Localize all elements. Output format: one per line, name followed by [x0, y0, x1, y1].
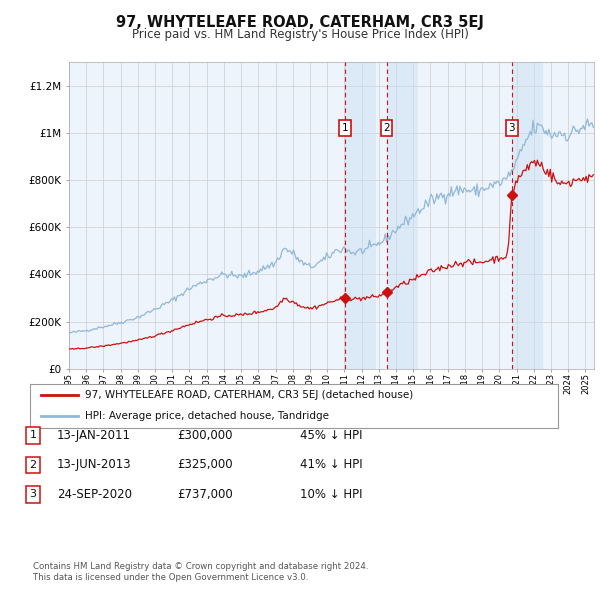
Text: £325,000: £325,000 [177, 458, 233, 471]
Text: 97, WHYTELEAFE ROAD, CATERHAM, CR3 5EJ (detached house): 97, WHYTELEAFE ROAD, CATERHAM, CR3 5EJ (… [85, 391, 413, 401]
Text: 45% ↓ HPI: 45% ↓ HPI [300, 429, 362, 442]
Bar [386, 62, 418, 369]
Text: HPI: Average price, detached house, Tandridge: HPI: Average price, detached house, Tand… [85, 411, 329, 421]
Text: 3: 3 [29, 490, 37, 499]
Text: 1: 1 [342, 123, 349, 133]
Text: 1: 1 [29, 431, 37, 440]
Bar [345, 62, 376, 369]
Text: 13-JUN-2013: 13-JUN-2013 [57, 458, 131, 471]
Text: 3: 3 [509, 123, 515, 133]
Text: 2: 2 [383, 123, 390, 133]
Text: 13-JAN-2011: 13-JAN-2011 [57, 429, 131, 442]
Text: Contains HM Land Registry data © Crown copyright and database right 2024.
This d: Contains HM Land Registry data © Crown c… [33, 562, 368, 582]
Text: £737,000: £737,000 [177, 488, 233, 501]
Text: 10% ↓ HPI: 10% ↓ HPI [300, 488, 362, 501]
Text: 97, WHYTELEAFE ROAD, CATERHAM, CR3 5EJ: 97, WHYTELEAFE ROAD, CATERHAM, CR3 5EJ [116, 15, 484, 30]
Text: 2: 2 [29, 460, 37, 470]
Text: 24-SEP-2020: 24-SEP-2020 [57, 488, 132, 501]
Bar [512, 62, 543, 369]
Text: 41% ↓ HPI: 41% ↓ HPI [300, 458, 362, 471]
Text: £300,000: £300,000 [177, 429, 233, 442]
Text: Price paid vs. HM Land Registry's House Price Index (HPI): Price paid vs. HM Land Registry's House … [131, 28, 469, 41]
